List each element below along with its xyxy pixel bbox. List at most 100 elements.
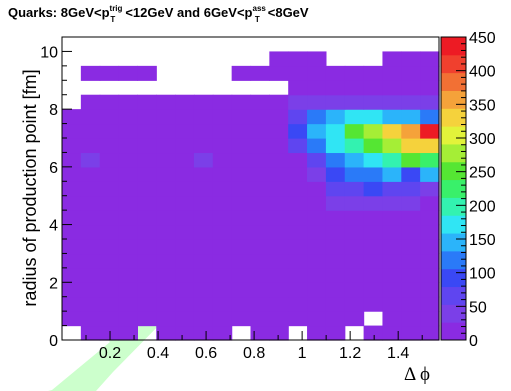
heatmap-cell [80,210,101,226]
colorbar-tick-label: 150 [469,232,496,249]
heatmap-cell [62,138,82,154]
heatmap-cell [193,253,214,269]
heatmap-cell [420,267,440,283]
heatmap-cell [307,195,327,211]
heatmap-cell [193,123,214,139]
heatmap-cell [231,267,252,283]
heatmap-cell [250,166,270,182]
heatmap-cell [137,267,157,283]
colorbar-swatch [441,322,466,341]
heatmap-cell [137,224,157,240]
heatmap-cell [175,282,195,298]
heatmap-cell [156,195,176,211]
heatmap-cell [212,239,233,255]
heatmap-cell [344,123,365,139]
heatmap-cell [137,239,157,255]
heatmap-cell [212,181,233,197]
heatmap-cell [401,152,421,168]
heatmap-cell [363,239,384,255]
heatmap-cell [80,195,101,211]
heatmap-cell [288,166,308,182]
heatmap-cell [382,181,402,197]
heatmap-cell [250,123,270,139]
heatmap-cell [401,181,421,197]
heatmap-cell [401,80,421,96]
heatmap-cell [62,123,82,139]
heatmap-cell [288,253,308,269]
heatmap-cell [269,224,289,240]
heatmap-cell [156,282,176,298]
heatmap-cell [80,325,101,341]
heatmap-cell [363,253,384,269]
heatmap-cell [420,181,440,197]
heatmap-cell [118,166,138,182]
heatmap-cell [363,123,384,139]
y-tick-label: 8 [49,102,58,119]
heatmap-cell [325,311,346,327]
heatmap-cell [193,296,214,312]
heatmap-cell [80,181,101,197]
heatmap-cell [307,65,327,81]
heatmap-cell [118,282,138,298]
chart-title: Quarks: 8GeV<ptrig T <12GeV and 6GeV<pass T… [8,4,309,24]
heatmap-cell [250,267,270,283]
heatmap-cell [401,123,421,139]
colorbar-swatch [441,143,466,163]
heatmap-cell [401,267,421,283]
heatmap-cell [193,181,214,197]
heatmap-cell [382,166,402,182]
heatmap-cell [175,166,195,182]
heatmap-cell [99,282,120,298]
heatmap-cell [118,224,138,240]
heatmap-cell [99,239,120,255]
heatmap-cell [269,138,289,154]
heatmap-cell [118,253,138,269]
heatmap-cell [401,239,421,255]
colorbar-tick-label: 250 [469,165,496,182]
heatmap-cell [118,94,138,110]
heatmap-cell [62,267,82,283]
heatmap-cell [80,239,101,255]
heatmap-cell [80,311,101,327]
heatmap-cell [325,80,346,96]
heatmap-cell [212,195,233,211]
heatmap-cell [344,267,365,283]
heatmap-cell [269,152,289,168]
heatmap-cell [325,65,346,81]
heatmap-cell [80,267,101,283]
heatmap-cell [269,65,289,81]
heatmap-cell [382,80,402,96]
heatmap-cell [212,109,233,125]
heatmap-cell [175,296,195,312]
heatmap-cell [307,267,327,283]
heatmap-cell [288,109,308,125]
heatmap-cell [401,109,421,125]
chart-title-sub1: T [110,15,115,24]
heatmap-cell [231,94,252,110]
heatmap-cell [363,152,384,168]
heatmap-cell [156,138,176,154]
colorbar [441,37,466,341]
x-tick-label: 1.4 [387,345,409,362]
x-tick-label: 0.6 [195,345,217,362]
heatmap-cell [80,152,101,168]
heatmap-cell [231,296,252,312]
heatmap-cell [212,311,233,327]
heatmap-cell [175,224,195,240]
heatmap-cell [325,109,346,125]
heatmap-cell [118,311,138,327]
heatmap-cell [175,325,195,341]
heatmap-cell [307,311,327,327]
heatmap-cell [175,239,195,255]
heatmap-cell [175,311,195,327]
heatmap-cell [250,325,270,341]
x-tick-label: 0.8 [243,345,265,362]
heatmap-cell [363,181,384,197]
heatmap-cell [250,138,270,154]
heatmap-cell [118,325,138,341]
heatmap-cell [156,296,176,312]
heatmap-cell [344,181,365,197]
heatmap-cell [156,210,176,226]
heatmap-cell [344,282,365,298]
y-tick-label: 6 [49,160,58,177]
